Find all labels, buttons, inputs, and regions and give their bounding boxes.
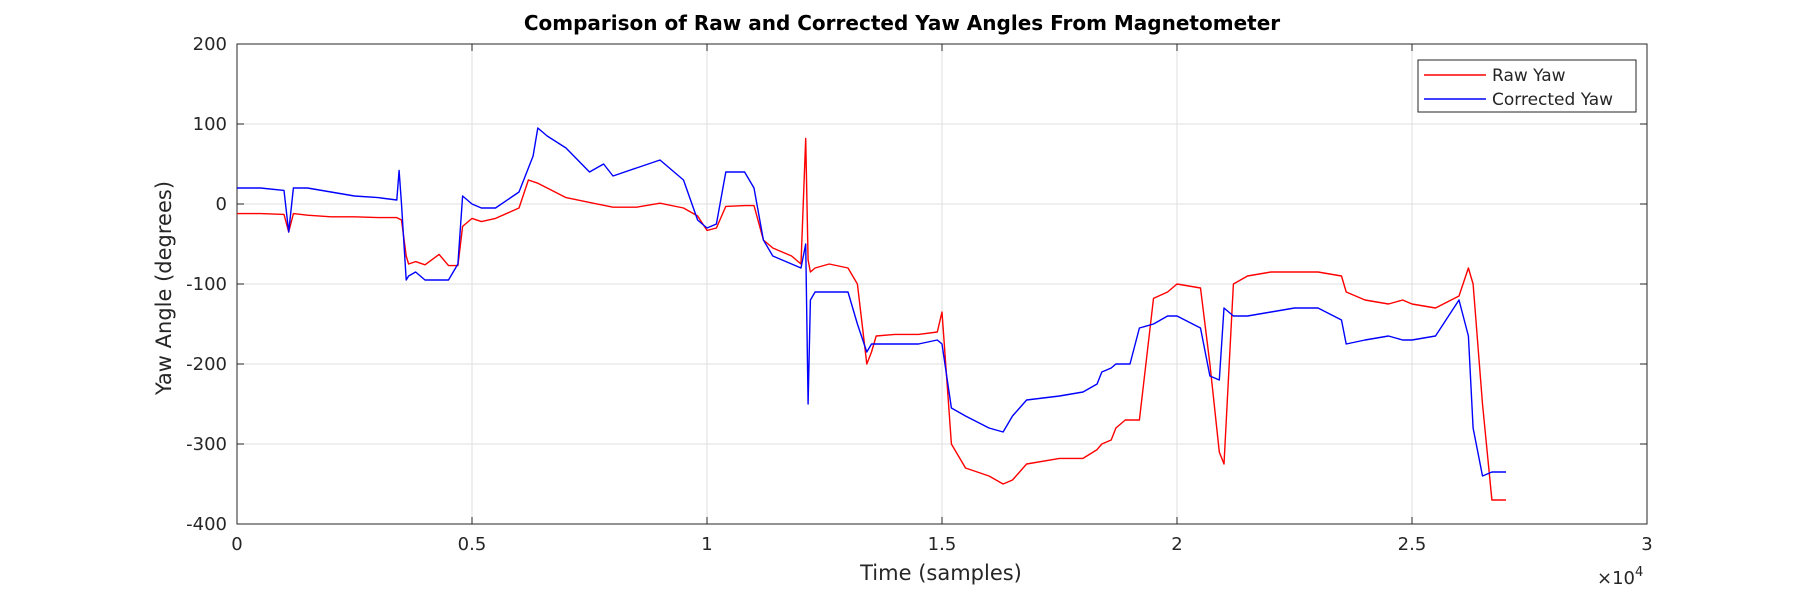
x-tick-label: 1: [701, 534, 712, 555]
x-tick-label: 3: [1641, 534, 1652, 555]
y-tick-label: 100: [193, 114, 227, 135]
y-tick-label: 0: [216, 194, 227, 215]
x-exponent-power: 4: [1635, 565, 1643, 580]
x-axis: 0 0.5 1 1.5 2 2.5 3: [231, 44, 1653, 555]
y-axis-label: Yaw Angle (degrees): [152, 181, 176, 396]
y-axis: 200 100 0 -100 -200 -300 -400: [186, 34, 1647, 535]
x-tick-label: 2: [1171, 534, 1182, 555]
y-tick-label: -100: [186, 274, 227, 295]
y-tick-label: -300: [186, 434, 227, 455]
x-tick-label: 0.5: [458, 534, 487, 555]
x-axis-label: Time (samples): [859, 561, 1022, 585]
chart-title: Comparison of Raw and Corrected Yaw Angl…: [524, 11, 1280, 35]
x-tick-label: 1.5: [928, 534, 957, 555]
x-tick-label: 2.5: [1398, 534, 1427, 555]
y-tick-label: -400: [186, 514, 227, 535]
series-layer: [237, 127, 1506, 501]
y-tick-label: 200: [193, 34, 227, 55]
x-tick-label: 0: [231, 534, 242, 555]
series-line-raw-yaw: [237, 137, 1506, 501]
legend-box: [1417, 59, 1637, 113]
series-line-corrected-yaw: [237, 127, 1506, 477]
x-exponent-base: ×10: [1597, 568, 1635, 589]
x-exponent: ×104: [1597, 565, 1643, 589]
legend-label: Raw Yaw: [1492, 66, 1566, 86]
y-tick-label: -200: [186, 354, 227, 375]
legend: Raw Yaw Corrected Yaw: [1417, 59, 1637, 113]
legend-label: Corrected Yaw: [1492, 90, 1613, 110]
